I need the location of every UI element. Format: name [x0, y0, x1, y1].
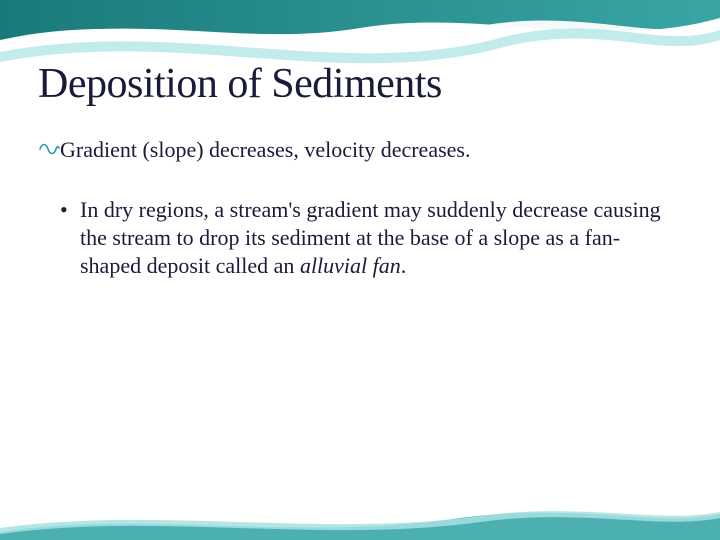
sub1-part2: . — [401, 253, 407, 278]
slide-title: Deposition of Sediments — [38, 60, 682, 108]
sub-bullet-item-1: • In dry regions, a stream's gradient ma… — [38, 196, 682, 280]
slide-content: Deposition of Sediments Gradient (slope)… — [0, 0, 720, 280]
bullet-1-text: Gradient (slope) decreases, velocity dec… — [60, 136, 470, 164]
sub-bullet-1-text: In dry regions, a stream's gradient may … — [80, 196, 668, 280]
dot-bullet-icon: • — [60, 196, 80, 224]
bottom-wave-decoration — [0, 504, 720, 540]
sub1-italic: alluvial fan — [300, 253, 401, 278]
bullet-item-1: Gradient (slope) decreases, velocity dec… — [38, 136, 682, 164]
script-bullet-icon — [38, 138, 60, 160]
